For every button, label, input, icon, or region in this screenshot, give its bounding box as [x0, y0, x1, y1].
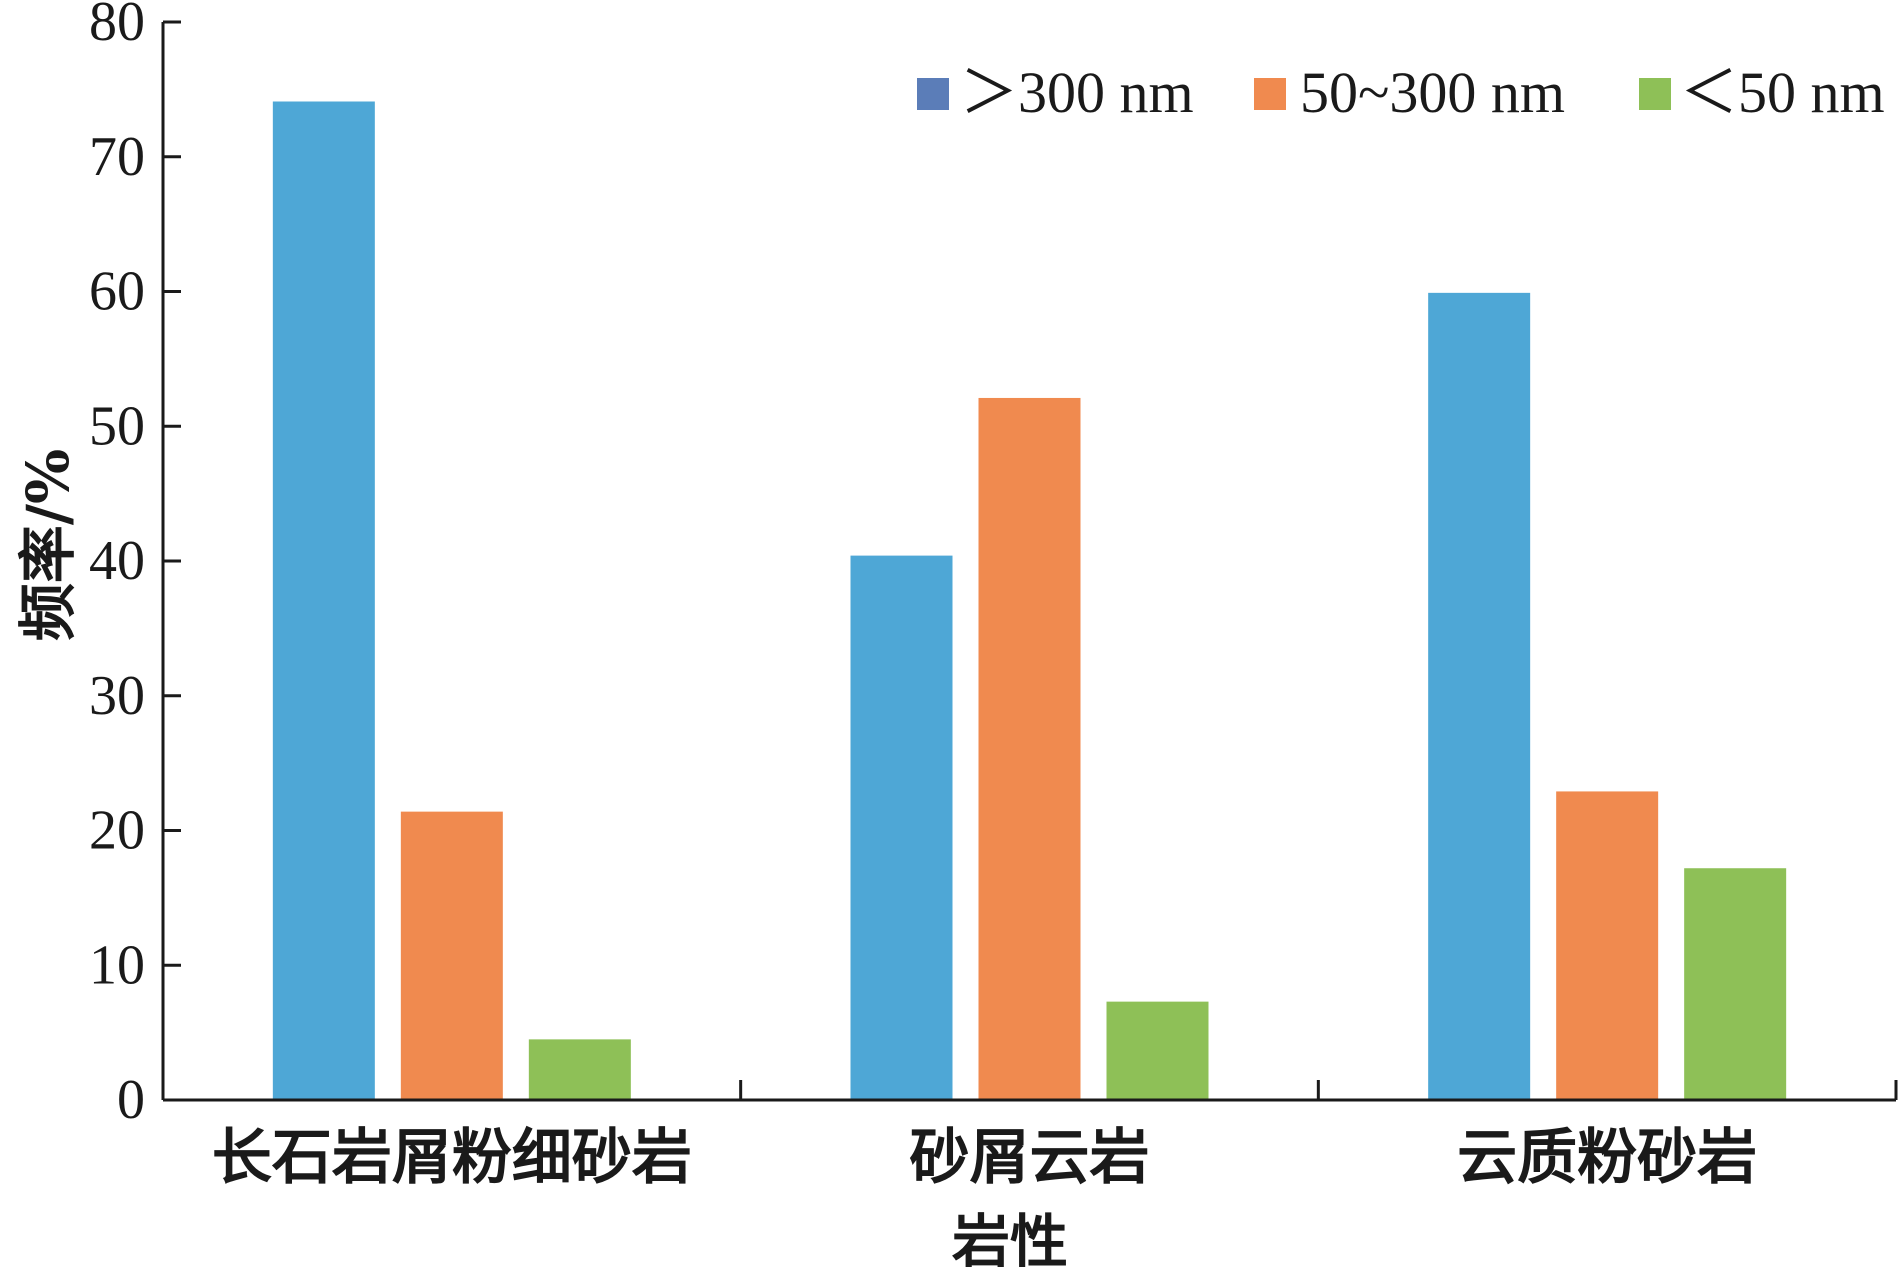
y-tick-label: 50 [89, 395, 145, 457]
bar [400, 811, 503, 1100]
legend-label: ＜50 nm [1680, 60, 1885, 125]
legend: ＞300 nm 50~300 nm ＜50 nm [917, 60, 1885, 125]
x-category-label: 长石岩屑粉细砂岩 [212, 1123, 692, 1193]
y-tick-label: 70 [89, 126, 145, 188]
legend-swatch [917, 78, 949, 110]
y-tick-label: 40 [89, 530, 145, 592]
axes-layer [161, 20, 1898, 1102]
x-axis-title: 岩性 [952, 1208, 1068, 1267]
y-tick-label: 0 [117, 1069, 145, 1131]
legend-label: 50~300 nm [1300, 60, 1565, 125]
y-tick-label: 10 [89, 934, 145, 996]
x-category-label: 云质粉砂岩 [1457, 1123, 1757, 1193]
legend-label: ＞300 nm [960, 60, 1194, 125]
y-axis-title: 频率/% [14, 449, 82, 641]
bar [1428, 292, 1531, 1100]
bars-layer [272, 101, 1787, 1100]
legend-swatch [1254, 78, 1286, 110]
x-category-label: 砂屑云岩 [910, 1123, 1150, 1193]
bar [528, 1039, 631, 1100]
y-tick-label: 20 [89, 800, 145, 862]
legend-swatch [1639, 78, 1671, 110]
x-category-labels: 长石岩屑粉细砂岩 砂屑云岩 云质粉砂岩 [212, 1123, 1757, 1193]
y-tick-label: 80 [89, 0, 145, 53]
bar [1684, 868, 1787, 1100]
bar [1556, 791, 1659, 1100]
bar [850, 555, 953, 1100]
y-tick-labels: 0 10 20 30 40 50 60 70 80 [89, 0, 145, 1131]
bar [978, 397, 1081, 1100]
bar [1106, 1001, 1209, 1100]
bar [272, 101, 375, 1100]
y-tick-label: 60 [89, 261, 145, 323]
y-tick-label: 30 [89, 665, 145, 727]
